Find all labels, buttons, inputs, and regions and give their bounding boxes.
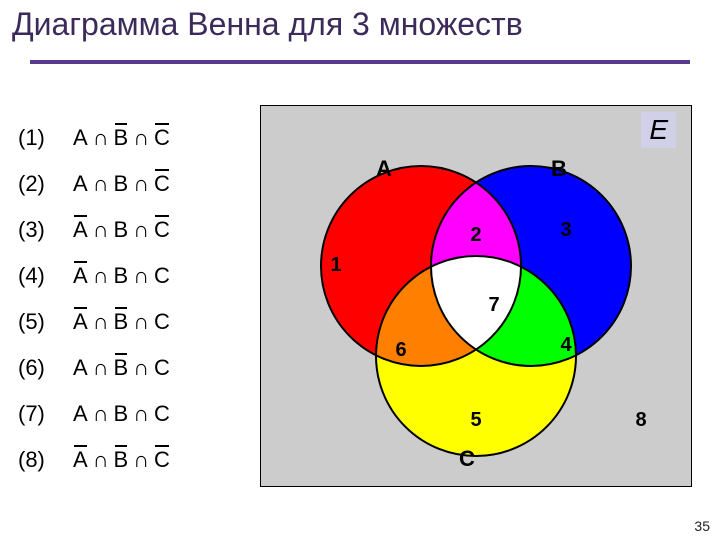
intersection-symbol: ∩ bbox=[91, 125, 111, 151]
set-symbol: B bbox=[114, 355, 129, 381]
set-symbol: B bbox=[114, 263, 129, 289]
formula-index: (3) bbox=[18, 217, 73, 243]
intersection-symbol: ∩ bbox=[131, 125, 151, 151]
formula-expression: A∩B∩C bbox=[73, 309, 170, 335]
formula-index: (4) bbox=[18, 263, 73, 289]
formula-row: (2)A∩B∩C bbox=[18, 161, 170, 207]
set-symbol: B bbox=[114, 309, 129, 335]
region-number: 7 bbox=[488, 294, 499, 316]
intersection-symbol: ∩ bbox=[91, 263, 111, 289]
set-symbol: A bbox=[73, 217, 88, 243]
formula-row: (3)A∩B∩C bbox=[18, 207, 170, 253]
formula-index: (5) bbox=[18, 309, 73, 335]
formula-index: (6) bbox=[18, 355, 73, 381]
intersection-symbol: ∩ bbox=[131, 217, 151, 243]
region-number: 8 bbox=[635, 409, 646, 431]
set-symbol: A bbox=[73, 401, 88, 427]
set-label: B bbox=[551, 156, 567, 181]
set-symbol: B bbox=[114, 447, 129, 473]
set-symbol: B bbox=[114, 401, 129, 427]
intersection-symbol: ∩ bbox=[131, 263, 151, 289]
venn-box: E ABC12345678 bbox=[260, 105, 692, 487]
formula-index: (2) bbox=[18, 171, 73, 197]
title-underline bbox=[30, 60, 690, 64]
formula-row: (4)A∩B∩C bbox=[18, 253, 170, 299]
intersection-symbol: ∩ bbox=[131, 309, 151, 335]
set-symbol: B bbox=[114, 125, 129, 151]
formula-row: (7)A∩B∩C bbox=[18, 391, 170, 437]
intersection-symbol: ∩ bbox=[91, 401, 111, 427]
set-symbol: C bbox=[154, 447, 170, 473]
formula-expression: A∩B∩C bbox=[73, 217, 170, 243]
intersection-symbol: ∩ bbox=[91, 447, 111, 473]
formula-expression: A∩B∩C bbox=[73, 401, 170, 427]
formula-row: (5)A∩B∩C bbox=[18, 299, 170, 345]
region-number: 6 bbox=[395, 339, 406, 361]
set-symbol: C bbox=[154, 217, 170, 243]
set-label: C bbox=[459, 446, 475, 471]
formula-index: (1) bbox=[18, 125, 73, 151]
formula-list: (1)A∩B∩C(2)A∩B∩C(3)A∩B∩C(4)A∩B∩C(5)A∩B∩C… bbox=[18, 115, 170, 483]
formula-index: (7) bbox=[18, 401, 73, 427]
region-number: 4 bbox=[560, 334, 572, 356]
set-symbol: A bbox=[73, 355, 88, 381]
set-symbol: B bbox=[114, 171, 129, 197]
page-number: 35 bbox=[694, 518, 710, 534]
slide-title: Диаграмма Венна для 3 множеств bbox=[12, 6, 523, 43]
intersection-symbol: ∩ bbox=[91, 171, 111, 197]
set-symbol: A bbox=[73, 171, 88, 197]
formula-row: (6)A∩B∩C bbox=[18, 345, 170, 391]
set-symbol: C bbox=[154, 125, 170, 151]
intersection-symbol: ∩ bbox=[91, 217, 111, 243]
formula-row: (1)A∩B∩C bbox=[18, 115, 170, 161]
set-symbol: C bbox=[154, 355, 170, 381]
formula-expression: A∩B∩C bbox=[73, 355, 170, 381]
set-symbol: A bbox=[73, 309, 88, 335]
formula-index: (8) bbox=[18, 447, 73, 473]
formula-expression: A∩B∩C bbox=[73, 171, 170, 197]
formula-expression: A∩B∩C bbox=[73, 447, 170, 473]
formula-expression: A∩B∩C bbox=[73, 125, 170, 151]
set-symbol: A bbox=[73, 125, 88, 151]
intersection-symbol: ∩ bbox=[131, 447, 151, 473]
set-symbol: C bbox=[154, 401, 170, 427]
set-label: A bbox=[376, 156, 392, 181]
formula-row: (8)A∩B∩C bbox=[18, 437, 170, 483]
intersection-symbol: ∩ bbox=[131, 171, 151, 197]
region-number: 5 bbox=[470, 409, 481, 431]
intersection-symbol: ∩ bbox=[131, 355, 151, 381]
set-symbol: A bbox=[73, 447, 88, 473]
intersection-symbol: ∩ bbox=[131, 401, 151, 427]
formula-expression: A∩B∩C bbox=[73, 263, 170, 289]
set-symbol: C bbox=[154, 309, 170, 335]
region-number: 2 bbox=[470, 224, 481, 246]
venn-svg: A B C 1 2 3 4 5 6 7 8 bbox=[261, 106, 691, 486]
region-number: 1 bbox=[330, 254, 341, 276]
slide: Диаграмма Венна для 3 множеств (1)A∩B∩C(… bbox=[0, 0, 720, 540]
set-symbol: C bbox=[154, 263, 170, 289]
set-symbol: A bbox=[73, 263, 88, 289]
set-symbol: C bbox=[154, 171, 170, 197]
region-number: 3 bbox=[560, 219, 571, 241]
intersection-symbol: ∩ bbox=[91, 355, 111, 381]
intersection-symbol: ∩ bbox=[91, 309, 111, 335]
set-symbol: B bbox=[114, 217, 129, 243]
